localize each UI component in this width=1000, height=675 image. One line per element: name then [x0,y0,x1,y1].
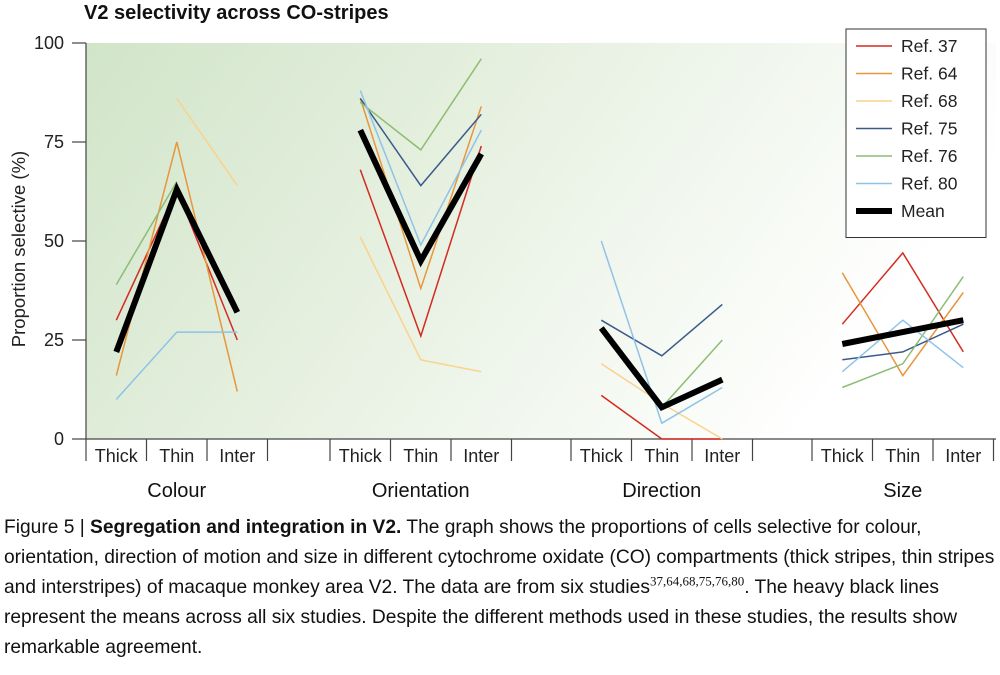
series-line-ref-76 [115,181,178,285]
series-line-ref-80 [600,240,723,425]
legend-label: Ref. 64 [901,64,958,84]
y-tick-label: 25 [44,330,64,350]
y-axis-label: Proportion selective (%) [8,151,29,347]
series-line-mean [357,128,484,268]
x-tick-label: Thin [159,446,194,466]
x-group-label: Direction [622,480,701,502]
caption-references: 37,64,68,75,76,80 [649,573,745,589]
caption-text-1: The graph shows the proportions of cells… [4,517,995,598]
x-tick-label: Inter [945,446,981,466]
x-tick-label: Thin [885,446,920,466]
x-tick-label: Inter [219,446,255,466]
plot-background [86,43,996,439]
legend-box [845,28,987,238]
caption-prefix: Figure 5 | [4,517,91,538]
legend-label: Ref. 76 [901,146,957,166]
x-tick-label: Thin [403,446,438,466]
series-line-ref-37 [841,251,964,353]
chart-svg: 0 25 50 75 100 Proportion selective (%) Thick T… [8,28,996,502]
series-line-ref-80 [359,90,482,247]
series-line-ref-75 [600,303,723,357]
caption-text-2: . The heavy black lines represent the me… [4,577,958,658]
legend-label: Mean [901,201,945,221]
x-group-label: Colour [147,480,206,502]
legend-label: Ref. 75 [901,119,957,139]
series-line-ref-75 [359,97,482,187]
y-tick-label: 50 [44,231,64,251]
series-line-mean [598,326,724,412]
legend-label: Ref. 80 [901,174,958,194]
x-tick-label: Inter [463,446,499,466]
x-tick-label: Thick [821,446,865,466]
series-line-mean [113,181,240,353]
chart-title: V2 selectivity across CO-stripes [84,2,389,24]
caption-title: Segregation and integration in V2. [90,517,402,538]
axes: 0 25 50 75 100 Proportion selective (%) Thick T… [8,33,996,502]
x-tick-label: Thick [339,446,383,466]
series-line-ref-76 [842,276,964,389]
x-group-label: Size [883,480,922,502]
series-line-ref-76 [359,58,482,151]
series-line-ref-68 [359,236,482,373]
x-tick-label: Thick [95,446,139,466]
legend-label: Ref. 37 [901,36,957,56]
x-group-label: Orientation [372,480,470,502]
series-line-ref-80 [115,331,238,400]
series-line-ref-76 [661,339,723,408]
series-line-mean [841,317,964,347]
legend-label: Ref. 68 [901,91,957,111]
y-tick-label: 75 [44,132,64,152]
x-tick-label: Thick [580,446,624,466]
x-tick-label: Inter [704,446,740,466]
series-line-ref-75 [842,323,964,361]
x-tick-label: Thin [644,446,679,466]
series-layer [113,58,964,440]
y-tick-label: 0 [54,429,64,449]
series-line-ref-80 [841,319,964,373]
series-line-ref-68 [176,97,238,187]
figure-caption: Figure 5 | Segregation and integration i… [4,513,996,663]
series-line-ref-37 [359,145,483,339]
y-tick-label: 100 [34,33,64,53]
series-line-ref-64 [841,272,964,377]
legend: Ref. 37 Ref. 64 Ref. 68 Ref. 75 Ref. 76 Ref. … [845,28,987,238]
series-line-ref-37 [600,394,723,440]
